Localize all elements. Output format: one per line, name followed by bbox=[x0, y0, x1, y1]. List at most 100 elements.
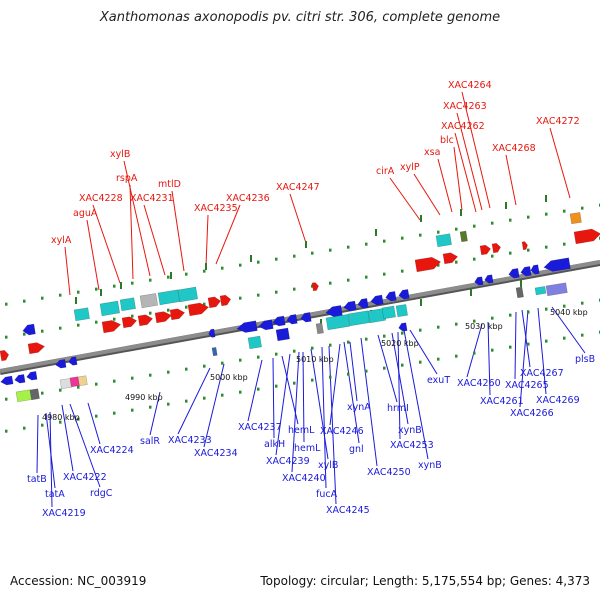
track-dot bbox=[113, 284, 116, 288]
gene-box bbox=[29, 388, 40, 401]
reverse-gene-arrow bbox=[484, 274, 494, 284]
kbp-label: 5040 kbp bbox=[550, 308, 588, 317]
forward-gene-arrow-shape bbox=[207, 296, 222, 309]
track-dot bbox=[545, 245, 548, 249]
reverse-leader-line bbox=[343, 341, 360, 444]
track-dot bbox=[455, 227, 458, 231]
reverse-leader-line bbox=[177, 367, 211, 435]
track-dot bbox=[149, 278, 152, 282]
forward-leader-line bbox=[86, 219, 100, 291]
gene-box-shape bbox=[569, 212, 582, 225]
tick-mark bbox=[520, 280, 522, 287]
tick-mark bbox=[205, 263, 207, 270]
reverse-gene-arrow bbox=[520, 266, 532, 277]
track-dot bbox=[131, 314, 134, 318]
tick-mark bbox=[460, 209, 462, 216]
reverse-gene-arrow bbox=[236, 320, 258, 333]
reverse-gene-arrow bbox=[68, 356, 78, 366]
track-dot bbox=[581, 206, 584, 210]
track-dot bbox=[419, 328, 422, 332]
forward-gene-label: XAC4263 bbox=[443, 101, 487, 112]
forward-leader-line bbox=[129, 184, 134, 280]
gene-box-shape bbox=[15, 389, 32, 403]
track-dot bbox=[59, 420, 62, 424]
forward-leader-line bbox=[505, 154, 517, 206]
forward-gene-label: blc bbox=[440, 135, 454, 146]
reverse-gene-arrow bbox=[343, 300, 357, 312]
reverse-leader-line bbox=[328, 345, 337, 505]
forward-leader-line bbox=[413, 173, 441, 216]
track-dot bbox=[203, 302, 206, 306]
track-dot bbox=[221, 266, 224, 270]
reverse-leader-line bbox=[87, 402, 101, 445]
reverse-gene-arrow bbox=[26, 371, 38, 381]
gene-box-shape bbox=[119, 297, 136, 312]
track-dot bbox=[383, 334, 386, 338]
track-dot bbox=[257, 293, 260, 297]
track-dot bbox=[437, 263, 440, 267]
reverse-leader-line bbox=[302, 351, 305, 443]
track-dot bbox=[311, 251, 314, 255]
track-dot bbox=[5, 397, 8, 401]
reverse-gene-label: hemL bbox=[288, 425, 315, 436]
reverse-gene-arrow-shape bbox=[520, 266, 532, 277]
track-dot bbox=[5, 429, 8, 433]
track-dot bbox=[473, 351, 476, 355]
tick-mark bbox=[250, 255, 252, 262]
track-dot bbox=[41, 329, 44, 333]
track-dot bbox=[419, 233, 422, 237]
reverse-gene-arrow-shape bbox=[22, 323, 36, 336]
track-dot bbox=[491, 316, 494, 320]
track-dot bbox=[563, 336, 566, 340]
track-dot bbox=[257, 355, 260, 359]
forward-gene-arrow-shape bbox=[0, 350, 10, 362]
reverse-gene-arrow bbox=[385, 291, 397, 302]
reverse-leader-line bbox=[329, 343, 341, 426]
track-dot bbox=[527, 248, 530, 252]
reverse-gene-arrow bbox=[0, 375, 14, 386]
track-dot bbox=[455, 322, 458, 326]
tick-mark bbox=[75, 297, 77, 304]
gene-box bbox=[325, 314, 350, 331]
reverse-leader-line bbox=[149, 391, 161, 436]
forward-gene-arrow-shape bbox=[137, 314, 154, 327]
track-dot bbox=[203, 364, 206, 368]
forward-gene-arrow-shape bbox=[573, 228, 600, 245]
forward-gene-label: XAC4236 bbox=[226, 193, 270, 204]
reverse-gene-label: hemL bbox=[294, 443, 321, 454]
reverse-gene-arrow-shape bbox=[398, 322, 408, 332]
track-dot bbox=[41, 423, 44, 427]
track-dot bbox=[149, 373, 152, 377]
track-dot bbox=[77, 290, 80, 294]
forward-gene-arrow-shape bbox=[311, 282, 319, 292]
reverse-gene-arrow bbox=[370, 294, 384, 306]
reverse-gene-label: salR bbox=[140, 436, 160, 447]
reverse-gene-arrow-shape bbox=[325, 305, 343, 317]
reverse-gene-label: XAC4239 bbox=[266, 456, 310, 467]
reverse-gene-label: XAC4219 bbox=[42, 508, 86, 519]
gene-box bbox=[545, 282, 568, 297]
forward-gene-label: mtlD bbox=[158, 179, 181, 190]
forward-gene-arrow bbox=[121, 316, 138, 329]
forward-gene-arrow-shape bbox=[442, 252, 459, 265]
forward-gene-label: xylA bbox=[51, 235, 72, 246]
reverse-leader-line bbox=[403, 329, 429, 460]
track-dot bbox=[383, 239, 386, 243]
reverse-gene-arrow-shape bbox=[530, 264, 540, 275]
track-dot bbox=[347, 245, 350, 249]
reverse-gene-label: exuT bbox=[427, 375, 450, 386]
reverse-gene-arrow-shape bbox=[0, 375, 14, 386]
track-dot bbox=[5, 335, 8, 339]
forward-gene-label: XAC4228 bbox=[79, 193, 123, 204]
forward-leader-line bbox=[171, 190, 185, 272]
reverse-gene-arrow bbox=[272, 315, 286, 327]
track-dot bbox=[437, 325, 440, 329]
track-dot bbox=[365, 242, 368, 246]
reverse-leader-line bbox=[61, 404, 74, 472]
reverse-gene-label: XAC4250 bbox=[367, 467, 411, 478]
track-dot bbox=[437, 230, 440, 234]
reverse-gene-arrow-shape bbox=[208, 328, 216, 338]
reverse-leader-line bbox=[360, 337, 378, 467]
reverse-gene-arrow bbox=[208, 328, 216, 338]
forward-gene-arrow bbox=[414, 256, 442, 273]
